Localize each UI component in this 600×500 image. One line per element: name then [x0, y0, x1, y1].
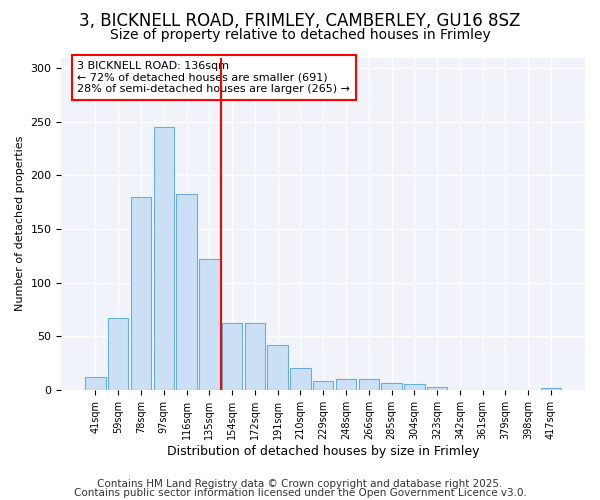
Bar — [176, 194, 197, 390]
Text: 3, BICKNELL ROAD, FRIMLEY, CAMBERLEY, GU16 8SZ: 3, BICKNELL ROAD, FRIMLEY, CAMBERLEY, GU… — [79, 12, 521, 30]
Bar — [268, 345, 288, 390]
Bar — [541, 388, 561, 390]
Bar — [245, 324, 265, 390]
Bar — [336, 379, 356, 390]
Text: 3 BICKNELL ROAD: 136sqm
← 72% of detached houses are smaller (691)
28% of semi-d: 3 BICKNELL ROAD: 136sqm ← 72% of detache… — [77, 61, 350, 94]
Bar — [199, 259, 220, 390]
Bar — [359, 379, 379, 390]
Text: Contains public sector information licensed under the Open Government Licence v3: Contains public sector information licen… — [74, 488, 526, 498]
Bar — [85, 377, 106, 390]
Bar — [222, 324, 242, 390]
Bar — [427, 386, 448, 390]
Bar — [154, 127, 174, 390]
Text: Size of property relative to detached houses in Frimley: Size of property relative to detached ho… — [110, 28, 490, 42]
Bar — [381, 384, 402, 390]
Bar — [313, 382, 334, 390]
Bar — [131, 197, 151, 390]
Bar — [404, 384, 425, 390]
Y-axis label: Number of detached properties: Number of detached properties — [15, 136, 25, 312]
X-axis label: Distribution of detached houses by size in Frimley: Distribution of detached houses by size … — [167, 444, 479, 458]
Bar — [108, 318, 128, 390]
Text: Contains HM Land Registry data © Crown copyright and database right 2025.: Contains HM Land Registry data © Crown c… — [97, 479, 503, 489]
Bar — [290, 368, 311, 390]
